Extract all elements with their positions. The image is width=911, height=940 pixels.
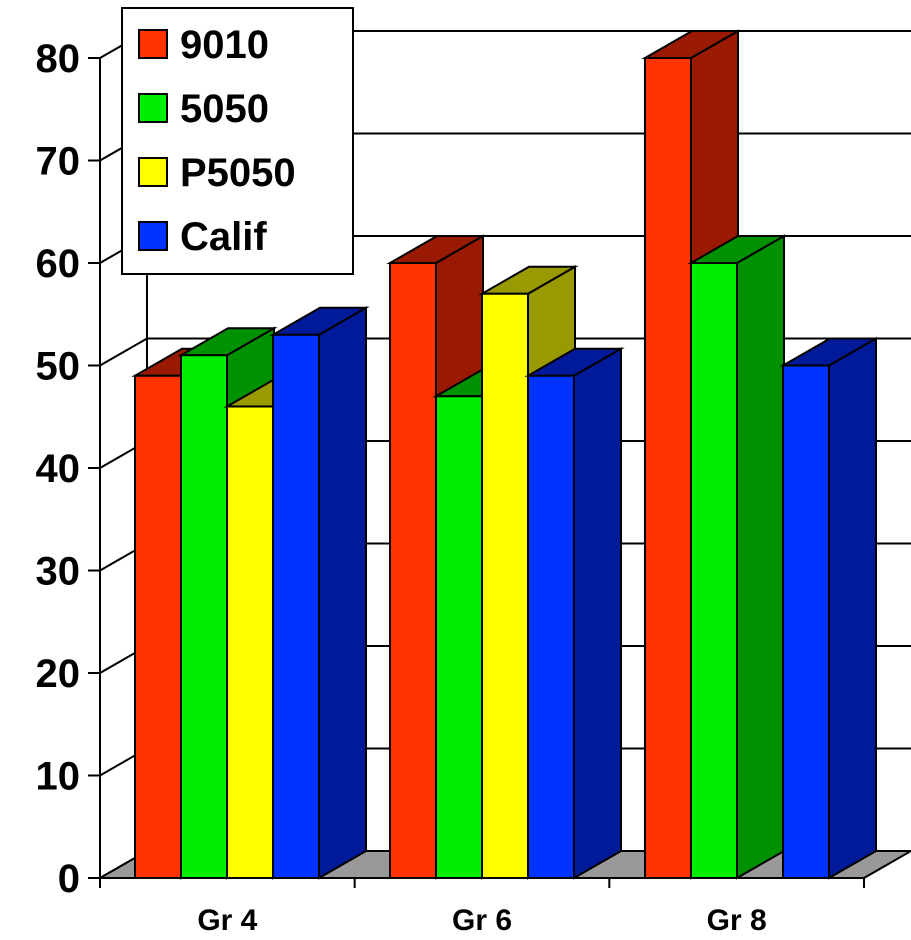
x-tick-label: Gr 6 (452, 904, 512, 937)
bar-front (528, 376, 574, 878)
bar-front (482, 294, 528, 878)
bar-front (691, 263, 737, 878)
y-tick-label: 50 (36, 345, 81, 389)
y-tick-label: 60 (36, 242, 81, 286)
x-tick-label: Gr 4 (197, 904, 257, 937)
bar (273, 308, 366, 878)
y-tick-label: 70 (36, 140, 81, 184)
legend-swatch (139, 94, 167, 122)
legend-label: 9010 (180, 23, 269, 67)
x-tick-label: Gr 8 (707, 904, 767, 937)
legend-label: Calif (180, 215, 267, 259)
bar-front (390, 263, 436, 878)
x-axis: Gr 4 Gr 6 Gr 8 (100, 878, 864, 937)
legend-label: 5050 (180, 87, 269, 131)
y-tick-label: 30 (36, 550, 81, 594)
bar-front (227, 407, 273, 879)
y-axis: 0 10 20 30 40 50 60 70 80 (36, 37, 101, 901)
bar-side (829, 339, 876, 879)
legend-swatch (139, 158, 167, 186)
legend-swatch (139, 222, 167, 250)
bar (528, 349, 621, 878)
bar-front (135, 376, 181, 878)
y-tick-label: 0 (58, 857, 80, 901)
bar-front (273, 335, 319, 878)
bar-side (319, 308, 366, 878)
bar-side (574, 349, 621, 878)
bar-front (436, 396, 482, 878)
legend: 9010 5050 P5050 Calif (122, 8, 353, 274)
bar (691, 236, 784, 878)
bar-front (645, 58, 691, 878)
bar-front (783, 366, 829, 879)
bar-side (737, 236, 784, 878)
bar-front (181, 355, 227, 878)
y-tick-label: 20 (36, 652, 81, 696)
bar (783, 339, 876, 879)
grid-diagonal (100, 339, 147, 366)
legend-label: P5050 (180, 151, 296, 195)
legend-swatch (139, 30, 167, 58)
y-tick-label: 80 (36, 37, 81, 81)
y-tick-label: 10 (36, 755, 81, 799)
y-tick-label: 40 (36, 447, 81, 491)
